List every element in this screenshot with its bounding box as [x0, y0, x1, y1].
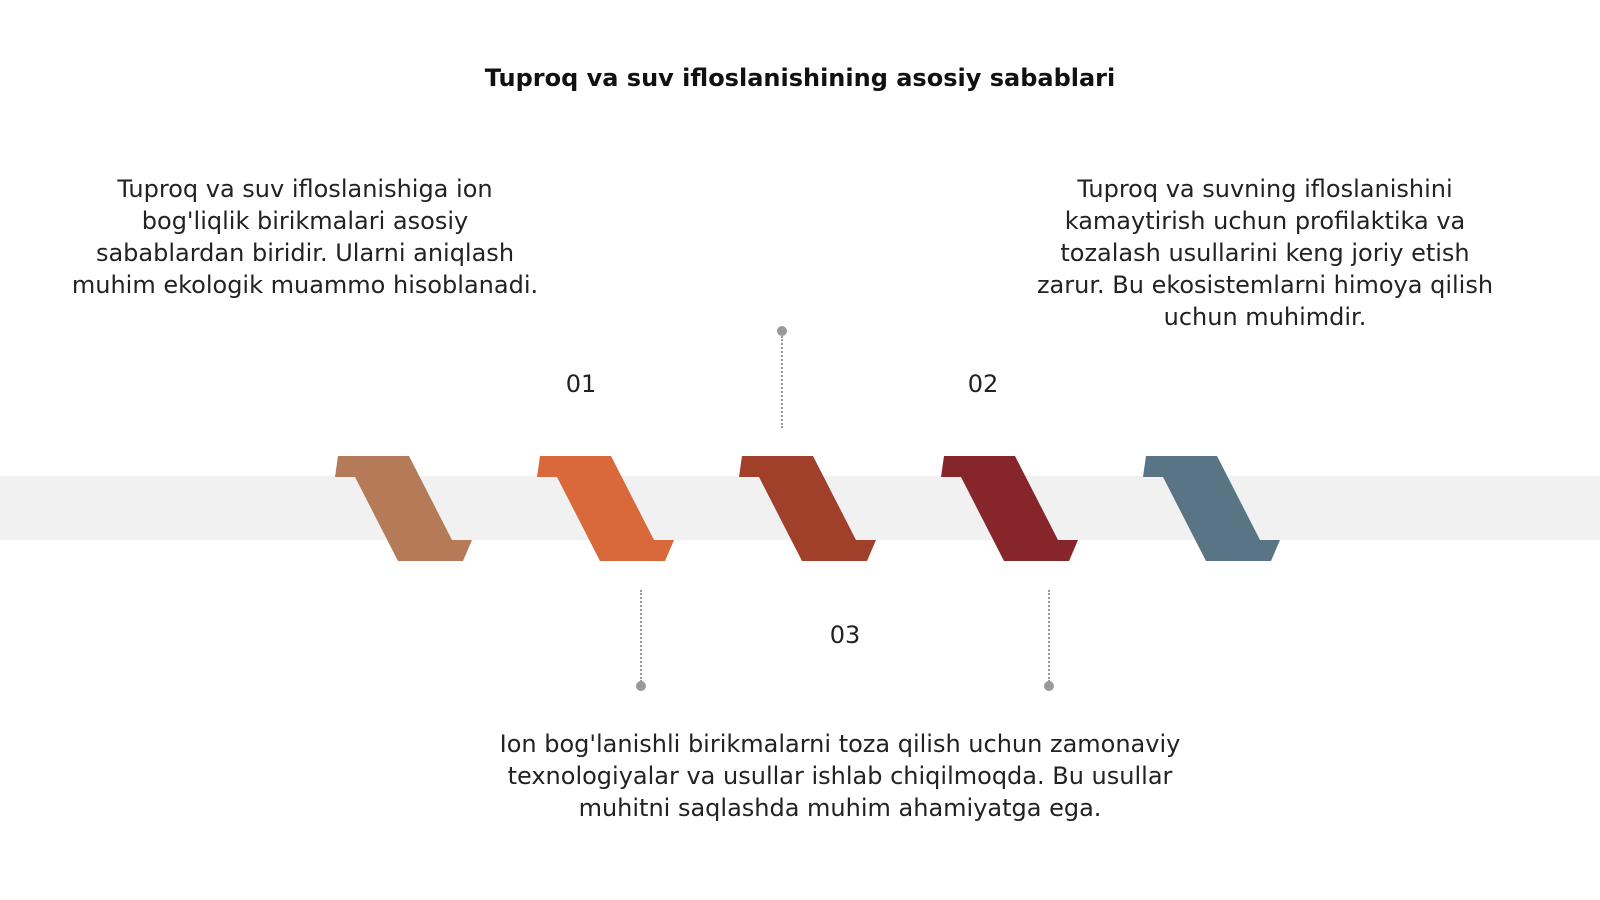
step-01-number: 01	[565, 370, 597, 398]
timeline-segment-1	[335, 456, 472, 561]
timeline-segment-2	[537, 456, 674, 561]
timeline-segment-3	[739, 456, 876, 561]
connector-dot	[777, 326, 787, 336]
step-02-text: Tuproq va suvning ifloslanishini kamayti…	[1036, 175, 1494, 331]
connector-dot	[1044, 681, 1054, 691]
connector-dot	[636, 681, 646, 691]
step-02-number: 02	[967, 370, 999, 398]
step-01-text: Tuproq va suv ifloslanishiga ion bog'liq…	[71, 175, 539, 299]
timeline-segment-4	[941, 456, 1078, 561]
step-03-number: 03	[829, 621, 861, 649]
page-title: Tuproq va suv ifloslanishining asosiy sa…	[484, 64, 1116, 92]
connector-line	[1048, 590, 1050, 682]
connector-line	[640, 590, 642, 682]
timeline-segment-5	[1143, 456, 1280, 561]
step-03-text: Ion bog'lanishli birikmalarni toza qilis…	[499, 730, 1181, 822]
connector-line	[781, 336, 783, 428]
